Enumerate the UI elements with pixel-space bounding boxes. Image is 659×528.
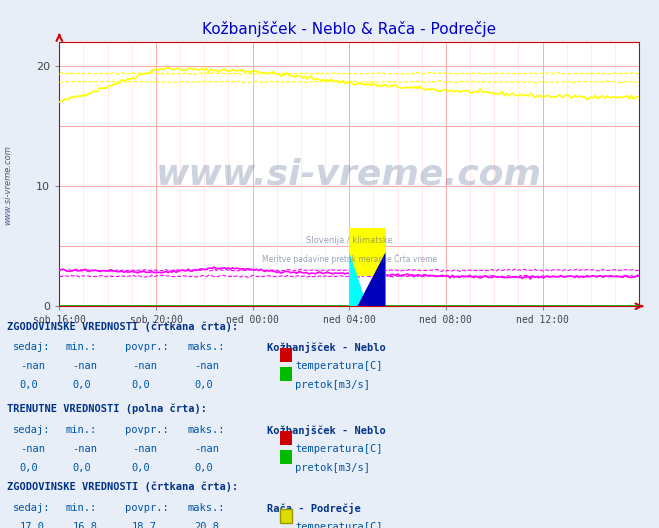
Text: 0,0: 0,0 — [20, 463, 38, 473]
Text: 0,0: 0,0 — [194, 463, 213, 473]
Bar — [280, 431, 292, 445]
Text: sedaj:: sedaj: — [13, 425, 51, 435]
Text: Meritve padavine pretok meracije Črta vreme: Meritve padavine pretok meracije Črta vr… — [262, 253, 437, 264]
Text: -nan: -nan — [132, 444, 157, 454]
Text: 16,8: 16,8 — [72, 522, 98, 528]
Text: temperatura[C]: temperatura[C] — [295, 361, 383, 371]
Text: -nan: -nan — [132, 361, 157, 371]
Text: min.:: min.: — [66, 425, 97, 435]
Text: Slovenija / klimatske: Slovenija / klimatske — [306, 235, 393, 245]
Text: -nan: -nan — [20, 361, 45, 371]
Text: ZGODOVINSKE VREDNOSTI (črtkana črta):: ZGODOVINSKE VREDNOSTI (črtkana črta): — [7, 321, 238, 332]
Text: sedaj:: sedaj: — [13, 342, 51, 352]
Text: Kožbanjšček - Neblo: Kožbanjšček - Neblo — [267, 425, 386, 436]
Text: 0,0: 0,0 — [72, 463, 91, 473]
Text: maks.:: maks.: — [188, 425, 225, 435]
Text: 0,0: 0,0 — [194, 380, 213, 390]
Text: -nan: -nan — [72, 444, 98, 454]
Text: 18,7: 18,7 — [132, 522, 157, 528]
Text: 0,0: 0,0 — [72, 380, 91, 390]
Text: -nan: -nan — [72, 361, 98, 371]
Bar — [280, 367, 292, 381]
Bar — [280, 509, 292, 523]
Text: Rača - Podrečje: Rača - Podrečje — [267, 503, 360, 514]
Polygon shape — [349, 252, 368, 306]
Text: -nan: -nan — [194, 444, 219, 454]
Text: sedaj:: sedaj: — [13, 503, 51, 513]
Text: 20,8: 20,8 — [194, 522, 219, 528]
Text: -nan: -nan — [194, 361, 219, 371]
Text: 0,0: 0,0 — [132, 463, 150, 473]
Text: -nan: -nan — [20, 444, 45, 454]
Text: TRENUTNE VREDNOSTI (polna črta):: TRENUTNE VREDNOSTI (polna črta): — [7, 403, 206, 414]
Text: maks.:: maks.: — [188, 503, 225, 513]
Polygon shape — [349, 228, 386, 276]
Text: povpr.:: povpr.: — [125, 503, 169, 513]
Text: ZGODOVINSKE VREDNOSTI (črtkana črta):: ZGODOVINSKE VREDNOSTI (črtkana črta): — [7, 482, 238, 492]
Polygon shape — [357, 252, 386, 306]
Bar — [280, 348, 292, 362]
Title: Kožbanjšček - Neblo & Rača - Podrečje: Kožbanjšček - Neblo & Rača - Podrečje — [202, 21, 496, 37]
Text: min.:: min.: — [66, 503, 97, 513]
Text: pretok[m3/s]: pretok[m3/s] — [295, 463, 370, 473]
Text: Kožbanjšček - Neblo: Kožbanjšček - Neblo — [267, 342, 386, 353]
Text: temperatura[C]: temperatura[C] — [295, 444, 383, 454]
Text: 0,0: 0,0 — [20, 380, 38, 390]
Text: 0,0: 0,0 — [132, 380, 150, 390]
Text: pretok[m3/s]: pretok[m3/s] — [295, 380, 370, 390]
Text: povpr.:: povpr.: — [125, 425, 169, 435]
Text: povpr.:: povpr.: — [125, 342, 169, 352]
Text: 17,0: 17,0 — [20, 522, 45, 528]
Text: min.:: min.: — [66, 342, 97, 352]
Text: www.si-vreme.com: www.si-vreme.com — [3, 145, 13, 225]
Text: temperatura[C]: temperatura[C] — [295, 522, 383, 528]
Bar — [280, 450, 292, 464]
Text: www.si-vreme.com: www.si-vreme.com — [156, 157, 542, 191]
Text: maks.:: maks.: — [188, 342, 225, 352]
